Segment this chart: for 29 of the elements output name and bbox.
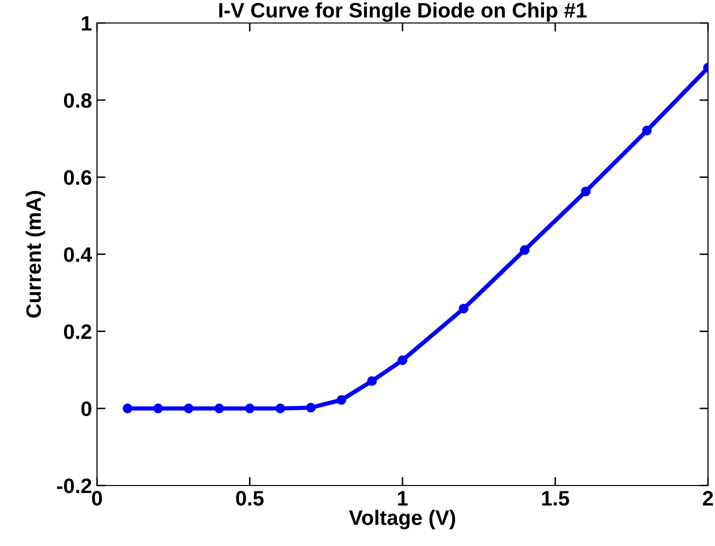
- point: [580, 186, 591, 196]
- point: [184, 404, 194, 414]
- y-tick-label: 0.6: [64, 170, 92, 185]
- y-tick-label: 1: [82, 16, 92, 31]
- y-tick-label: 0.8: [64, 93, 92, 108]
- x-tick-label: 1.5: [542, 491, 570, 506]
- y-tick-label: 0.2: [64, 324, 92, 340]
- x-tick-label: 1: [398, 491, 408, 506]
- y-tick-label: 0: [81, 401, 92, 416]
- point: [398, 355, 408, 366]
- point: [642, 126, 652, 136]
- point: [122, 404, 132, 414]
- point: [214, 404, 224, 414]
- point: [244, 404, 255, 414]
- y-tick-label: 0.4: [64, 247, 92, 262]
- point: [275, 404, 286, 414]
- point: [520, 245, 530, 255]
- x-tick-label: 2: [702, 490, 713, 506]
- y-tick-label: -0.2: [57, 478, 92, 494]
- point: [306, 402, 316, 413]
- point: [367, 376, 377, 386]
- y-axis-title: Current (mA): [26, 191, 46, 318]
- x-tick-label: 0.5: [236, 490, 264, 506]
- point: [336, 395, 346, 405]
- x-axis-title: Voltage (V): [349, 510, 456, 530]
- point: [153, 404, 163, 414]
- chart-title: I-V Curve for Single Diode on Chip #1: [219, 2, 587, 22]
- point: [458, 304, 468, 314]
- x-tick-label: 0: [92, 490, 102, 506]
